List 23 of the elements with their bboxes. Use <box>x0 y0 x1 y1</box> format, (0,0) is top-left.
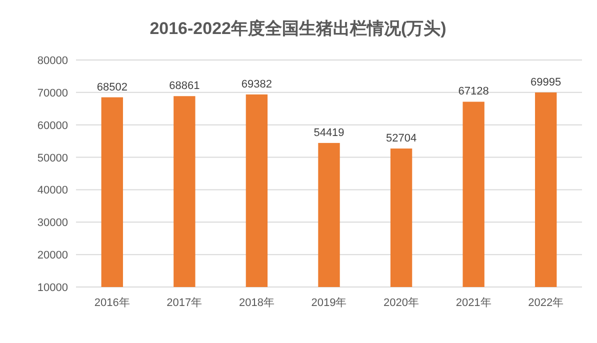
data-label: 54419 <box>314 126 344 139</box>
data-label: 68502 <box>96 81 128 94</box>
data-label: 52704 <box>386 132 417 145</box>
y-tick-label: 60000 <box>37 120 68 132</box>
x-tick-label: 2022年 <box>528 297 564 309</box>
chart-title: 2016-2022年度全国生猪出栏情况(万头) <box>150 19 446 38</box>
x-tick-label: 2016年 <box>94 297 130 309</box>
x-tick-label: 2019年 <box>311 297 347 309</box>
data-label: 69995 <box>530 76 562 88</box>
x-tick-label: 2021年 <box>456 297 492 309</box>
x-tick-label: 2020年 <box>384 297 420 309</box>
x-tick-label: 2017年 <box>166 297 202 309</box>
y-tick-label: 70000 <box>37 87 68 100</box>
x-tick-label: 2018年 <box>238 297 274 309</box>
data-label: 67128 <box>458 86 489 98</box>
y-tick-label: 40000 <box>37 184 68 197</box>
y-tick-label: 20000 <box>37 250 68 262</box>
y-tick-label: 50000 <box>37 152 68 164</box>
y-tick-label: 10000 <box>37 282 68 294</box>
y-tick-label: 80000 <box>37 55 68 67</box>
data-label: 69382 <box>241 78 272 90</box>
data-label: 68861 <box>169 80 200 92</box>
y-tick-label: 30000 <box>37 217 68 230</box>
